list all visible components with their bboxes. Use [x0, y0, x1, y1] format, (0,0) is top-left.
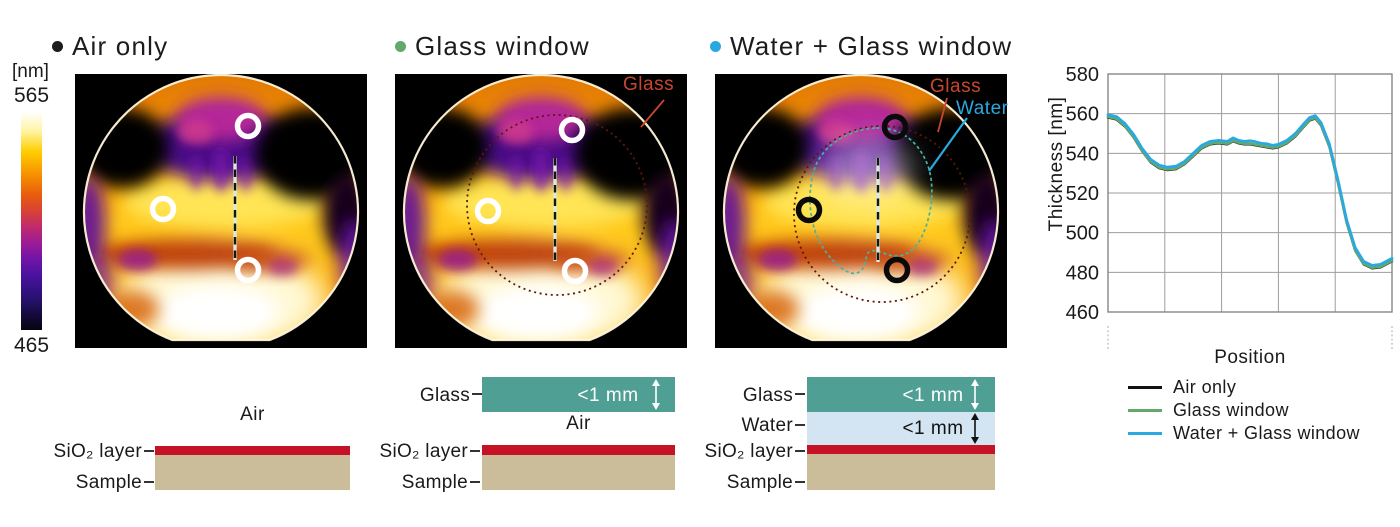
- colorbar-scale: [21, 112, 42, 330]
- y-axis-label: Thickness [nm]: [1046, 96, 1067, 232]
- water-label: Water: [741, 415, 793, 436]
- sample-layer-bar: [155, 455, 350, 490]
- legend-label: Glass window: [1173, 400, 1289, 420]
- glass-thickness-label: <1 mm: [577, 385, 639, 406]
- water-pointer-line: [928, 117, 968, 172]
- panel-title-label: Glass window: [415, 30, 590, 61]
- chart-legend: Air only Glass window Water + Glass wind…: [1128, 376, 1360, 445]
- chart-canvas: 460 480 500 520 540 560 580: [1066, 64, 1394, 350]
- glass-outline: [793, 125, 971, 303]
- legend-row: Glass window: [1128, 399, 1360, 422]
- marker-ring: [558, 116, 586, 144]
- legend-label: Water + Glass window: [1173, 423, 1360, 443]
- water-layer-bar: [807, 412, 995, 445]
- bullet-icon: [395, 40, 406, 52]
- glass-layer-bar: [807, 377, 995, 412]
- svg-text:560: 560: [1066, 104, 1099, 126]
- wafer-map-water-glass: Glass Water: [715, 74, 1007, 348]
- marker-ring: [474, 197, 502, 225]
- svg-text:520: 520: [1066, 183, 1099, 205]
- sio2-label: SiO₂ layer: [379, 441, 468, 462]
- label-tick: [470, 481, 480, 483]
- svg-text:480: 480: [1066, 262, 1099, 284]
- marker-ring: [561, 257, 589, 285]
- label-tick: [144, 481, 154, 483]
- legend-label: Air only: [1173, 377, 1237, 397]
- wafer-map-glass: Glass: [395, 74, 687, 348]
- marker-ring: [883, 256, 911, 284]
- colorbar-unit: [nm]: [12, 61, 49, 82]
- glass-annotation: Glass: [930, 76, 982, 97]
- label-tick: [795, 481, 805, 483]
- glass-pointer-line: [640, 99, 665, 128]
- sio2-layer-bar: [482, 445, 675, 455]
- label-tick: [472, 393, 482, 395]
- panel-title-glass: Glass window: [395, 29, 590, 63]
- marker-ring: [234, 112, 262, 140]
- sio2-label: SiO₂ layer: [704, 441, 793, 462]
- glass-thickness-label: <1 mm: [902, 385, 964, 406]
- label-tick: [795, 424, 805, 426]
- marker-ring: [149, 195, 177, 223]
- medium-label: Air: [566, 413, 591, 434]
- sio2-label: SiO₂ layer: [53, 441, 142, 462]
- sample-label: Sample: [401, 472, 468, 493]
- panel-title-label: Water + Glass window: [730, 30, 1013, 61]
- sample-label: Sample: [726, 472, 793, 493]
- marker-ring: [234, 256, 262, 284]
- colorbar-min-label: 465: [14, 334, 50, 357]
- panel-title-label: Air only: [72, 30, 169, 61]
- thickness-arrow-icon: [971, 379, 979, 410]
- legend-row: Water + Glass window: [1128, 422, 1360, 445]
- label-tick: [470, 450, 480, 452]
- wafer-heatmap: [715, 74, 1015, 348]
- bullet-icon: [52, 40, 63, 52]
- glass-annotation: Glass: [623, 74, 675, 95]
- svg-text:500: 500: [1066, 223, 1099, 245]
- water-bright-region: [819, 137, 915, 201]
- glass-label: Glass: [742, 385, 793, 406]
- glass-pointer-line: [937, 97, 948, 133]
- glass-outline: [466, 114, 648, 296]
- water-annotation: Water: [956, 98, 1009, 119]
- marker-ring: [881, 113, 909, 141]
- legend-swatch: [1128, 386, 1162, 389]
- bullet-icon: [710, 40, 721, 52]
- water-thickness-label: <1 mm: [902, 418, 964, 439]
- sio2-layer-bar: [155, 446, 350, 455]
- thickness-arrow-icon: [971, 413, 979, 444]
- legend-row: Air only: [1128, 376, 1360, 399]
- legend-swatch: [1128, 409, 1162, 412]
- thickness-arrow-icon: [652, 379, 660, 410]
- label-tick: [795, 450, 805, 452]
- panel-title-air: Air only: [52, 29, 168, 63]
- wafer-map-air: [75, 74, 367, 348]
- sio2-layer-bar: [807, 445, 995, 454]
- wafer-heatmap: [75, 74, 367, 348]
- glass-label: Glass: [419, 385, 470, 406]
- panel-title-water-glass: Water + Glass window: [710, 29, 1012, 63]
- legend-swatch: [1128, 432, 1162, 435]
- marker-ring: [795, 196, 823, 224]
- sample-label: Sample: [75, 472, 142, 493]
- label-tick: [144, 450, 154, 452]
- label-tick: [795, 393, 805, 395]
- glass-layer-bar: [482, 377, 675, 412]
- svg-text:460: 460: [1066, 302, 1099, 324]
- thickness-chart: 460 480 500 520 540 560 580: [1040, 60, 1400, 360]
- sample-layer-bar: [482, 455, 675, 490]
- sample-layer-bar: [807, 454, 995, 490]
- medium-label: Air: [240, 404, 265, 425]
- colorbar-max-label: 565: [14, 84, 50, 107]
- wafer-heatmap: [395, 74, 687, 348]
- svg-text:580: 580: [1066, 64, 1099, 86]
- x-axis-label: Position: [1214, 347, 1286, 368]
- svg-text:540: 540: [1066, 143, 1099, 165]
